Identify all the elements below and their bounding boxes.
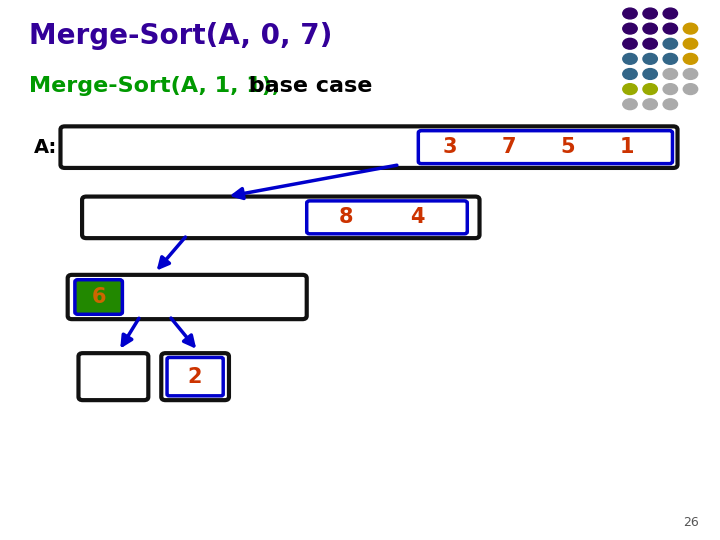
Text: Merge-Sort(A, 0, 7): Merge-Sort(A, 0, 7) — [29, 22, 332, 50]
Circle shape — [663, 69, 678, 79]
Text: 2: 2 — [188, 367, 202, 387]
Text: 4: 4 — [410, 207, 425, 227]
Circle shape — [623, 84, 637, 94]
FancyBboxPatch shape — [161, 353, 229, 400]
Circle shape — [663, 8, 678, 19]
Text: 1: 1 — [620, 137, 634, 157]
Circle shape — [623, 8, 637, 19]
FancyBboxPatch shape — [418, 131, 672, 164]
Text: Merge-Sort(A, 1, 1),: Merge-Sort(A, 1, 1), — [29, 76, 280, 96]
Circle shape — [683, 23, 698, 34]
Text: 8: 8 — [338, 207, 353, 227]
Text: 5: 5 — [561, 137, 575, 157]
FancyBboxPatch shape — [167, 357, 223, 396]
Circle shape — [643, 8, 657, 19]
Circle shape — [623, 23, 637, 34]
Circle shape — [683, 38, 698, 49]
Text: 3: 3 — [443, 137, 457, 157]
Circle shape — [643, 84, 657, 94]
Circle shape — [663, 84, 678, 94]
Text: 6: 6 — [91, 287, 106, 307]
Circle shape — [683, 69, 698, 79]
Circle shape — [663, 23, 678, 34]
FancyBboxPatch shape — [60, 126, 678, 168]
Circle shape — [643, 53, 657, 64]
Circle shape — [623, 69, 637, 79]
Circle shape — [643, 99, 657, 110]
Text: A:: A: — [35, 138, 58, 157]
Text: 7: 7 — [502, 137, 516, 157]
Circle shape — [643, 69, 657, 79]
Circle shape — [643, 38, 657, 49]
Circle shape — [683, 84, 698, 94]
Circle shape — [663, 99, 678, 110]
Circle shape — [663, 53, 678, 64]
FancyBboxPatch shape — [68, 275, 307, 319]
FancyBboxPatch shape — [78, 353, 148, 400]
Circle shape — [623, 53, 637, 64]
FancyBboxPatch shape — [307, 201, 467, 234]
Text: 26: 26 — [683, 516, 698, 529]
Circle shape — [663, 38, 678, 49]
Circle shape — [643, 23, 657, 34]
Text: base case: base case — [241, 76, 372, 96]
FancyBboxPatch shape — [82, 197, 480, 238]
Circle shape — [623, 99, 637, 110]
Circle shape — [683, 53, 698, 64]
Circle shape — [623, 38, 637, 49]
FancyBboxPatch shape — [75, 280, 122, 314]
